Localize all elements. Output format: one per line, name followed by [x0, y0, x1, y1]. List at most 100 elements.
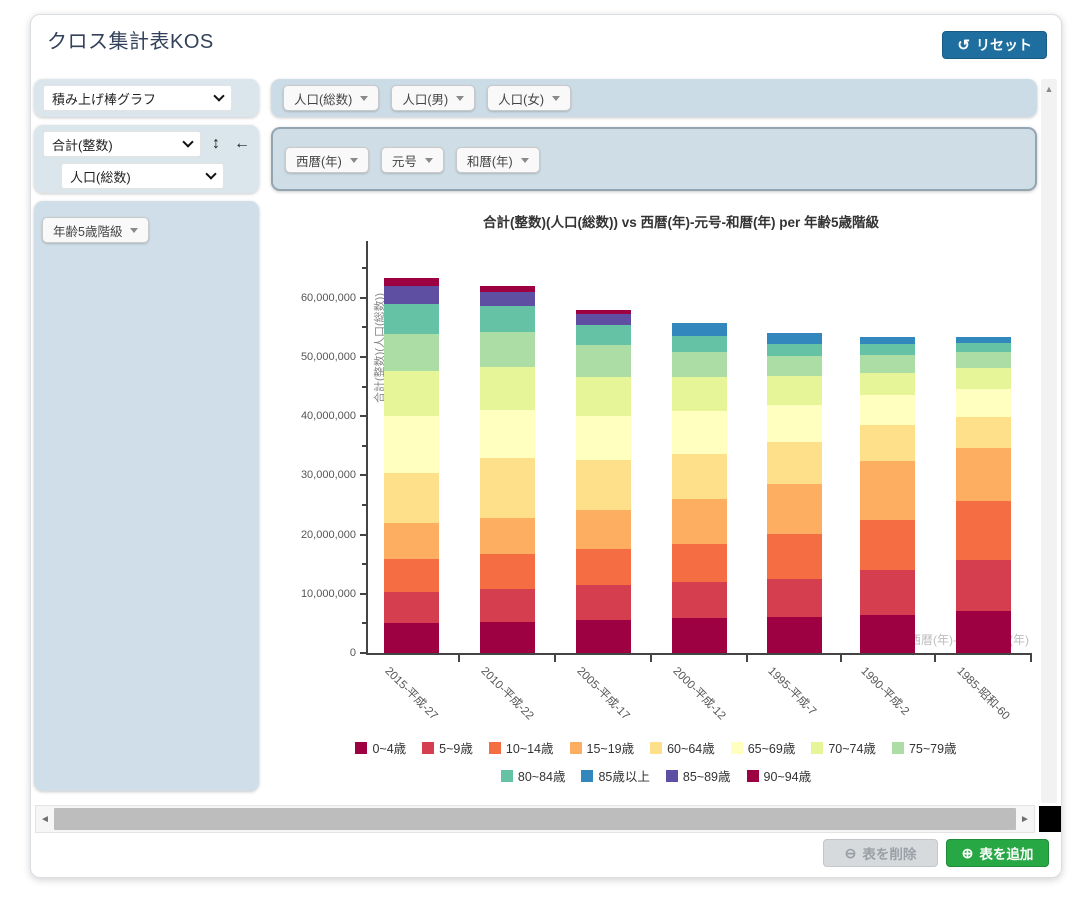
caret-down-icon	[350, 158, 358, 163]
y-axis-minor-tick	[362, 386, 366, 388]
legend-label: 10~14歳	[506, 738, 554, 757]
y-axis-minor-tick	[362, 445, 366, 447]
bar-segment	[672, 352, 727, 377]
column-fields-band: 人口(総数) 人口(男) 人口(女)	[271, 79, 1037, 117]
bar-segment	[576, 585, 631, 620]
legend-swatch	[581, 770, 593, 782]
x-axis-tick-label: 1985-昭和-60	[954, 663, 1014, 723]
legend-label: 85~89歳	[683, 766, 731, 785]
chart-title: 合計(整数)(人口(総数)) vs 西暦(年)-元号-和暦(年) per 年齢5…	[331, 211, 1031, 231]
bar-segment	[767, 376, 822, 406]
field-pill[interactable]: 和暦(年)	[456, 147, 540, 173]
bar-segment	[860, 344, 915, 355]
x-axis-tick	[1030, 655, 1032, 662]
bar-segment	[480, 589, 535, 622]
bar-segment	[767, 405, 822, 442]
legend-label: 80~84歳	[518, 766, 566, 785]
field-pill-label: 元号	[392, 151, 417, 170]
measure-select[interactable]: 合計(整数)	[43, 131, 201, 157]
bar-segment	[767, 484, 822, 535]
bar-segment	[956, 337, 1011, 342]
bar-segment	[860, 615, 915, 653]
horizontal-scrollbar[interactable]: ◄ ►	[35, 805, 1035, 833]
y-axis-tick-label: 60,000,000	[276, 292, 356, 304]
bar-segment	[384, 371, 439, 417]
field-pill[interactable]: 元号	[381, 147, 444, 173]
measure-panel: 合計(整数) ↕ ← 人口(総数)	[34, 125, 259, 193]
x-axis-tick-label: 2005-平成-17	[574, 663, 634, 723]
y-axis-tick-label: 20,000,000	[276, 529, 356, 541]
bar-segment	[576, 460, 631, 511]
column-pill-row: 人口(総数) 人口(男) 人口(女)	[283, 85, 571, 111]
bar-segment	[767, 617, 822, 653]
field-pill[interactable]: 人口(総数)	[283, 85, 379, 111]
legend-label: 0~4歳	[372, 738, 406, 757]
legend-swatch	[666, 770, 678, 782]
bar-segment	[384, 523, 439, 559]
add-table-button[interactable]: ⊕ 表を追加	[946, 839, 1049, 867]
page-title: クロス集計表KOS	[47, 25, 214, 54]
bar-segment	[767, 356, 822, 375]
legend-label: 75~79歳	[909, 738, 957, 757]
bar-segment	[672, 499, 727, 543]
y-axis-tick	[360, 474, 366, 476]
chart-legend-row: 80~84歳85歳以上85~89歳90~94歳	[271, 766, 1041, 785]
scroll-up-arrow-icon[interactable]: ▲	[1041, 81, 1057, 97]
bar-segment	[767, 333, 822, 344]
field-pill-label: 和暦(年)	[467, 151, 513, 170]
axis-pill-row: 西暦(年) 元号 和暦(年)	[285, 147, 540, 173]
reset-button[interactable]: ↺ リセット	[942, 31, 1047, 59]
bar-segment	[767, 534, 822, 578]
field-pill[interactable]: 西暦(年)	[285, 147, 369, 173]
bar-segment	[860, 373, 915, 396]
caret-down-icon	[521, 158, 529, 163]
bar-segment	[480, 410, 535, 459]
legend-item: 70~74歳	[811, 738, 876, 757]
field-pill-label: 西暦(年)	[296, 151, 342, 170]
legend-swatch	[747, 770, 759, 782]
bar-segment	[672, 336, 727, 351]
field-pill[interactable]: 人口(男)	[391, 85, 475, 111]
bar-segment	[860, 395, 915, 425]
chart-type-select[interactable]: 積み上げ棒グラフ	[43, 85, 232, 111]
field-pill-label: 人口(男)	[402, 89, 448, 108]
legend-swatch	[811, 742, 823, 754]
left-arrow-icon[interactable]: ←	[234, 136, 250, 152]
legend-swatch	[892, 742, 904, 754]
caret-down-icon	[552, 96, 560, 101]
bar-segment	[576, 549, 631, 585]
bar-segment	[480, 458, 535, 517]
y-axis-tick	[360, 415, 366, 417]
plus-circle-icon: ⊕	[962, 846, 974, 860]
scroll-left-arrow-icon[interactable]: ◄	[36, 814, 54, 825]
x-axis-tick	[650, 655, 652, 662]
caret-down-icon	[130, 228, 138, 233]
field-pill[interactable]: 人口(女)	[487, 85, 571, 111]
bar-segment	[860, 425, 915, 460]
legend-swatch	[501, 770, 513, 782]
bar-segment	[480, 367, 535, 410]
measure-sub-select[interactable]: 人口(総数)	[61, 163, 224, 189]
updown-arrow-icon[interactable]: ↕	[212, 136, 220, 152]
y-axis-minor-tick	[362, 267, 366, 269]
add-table-label: 表を追加	[979, 843, 1033, 863]
horizontal-scrollbar-thumb[interactable]	[54, 808, 1016, 830]
measure-select-value: 合計(整数)	[52, 135, 184, 154]
row-dimension-pill[interactable]: 年齢5歳階級	[42, 217, 149, 243]
x-axis-tick	[746, 655, 748, 662]
bar-segment	[480, 332, 535, 367]
legend-swatch	[355, 742, 367, 754]
legend-label: 70~74歳	[828, 738, 876, 757]
bar-segment	[767, 579, 822, 618]
legend-item: 15~19歳	[570, 738, 635, 757]
y-axis-tick	[360, 593, 366, 595]
bar-segment	[576, 620, 631, 653]
x-axis-tick-label: 1990-平成-2	[858, 663, 914, 719]
scroll-right-arrow-icon[interactable]: ►	[1016, 814, 1034, 825]
vertical-scrollbar[interactable]: ▲	[1041, 79, 1057, 803]
y-axis-tick	[360, 652, 366, 654]
bar-segment	[956, 501, 1011, 560]
chart-type-panel: 積み上げ棒グラフ	[34, 79, 259, 117]
delete-table-button[interactable]: ⊖ 表を削除	[823, 839, 938, 867]
legend-swatch	[731, 742, 743, 754]
